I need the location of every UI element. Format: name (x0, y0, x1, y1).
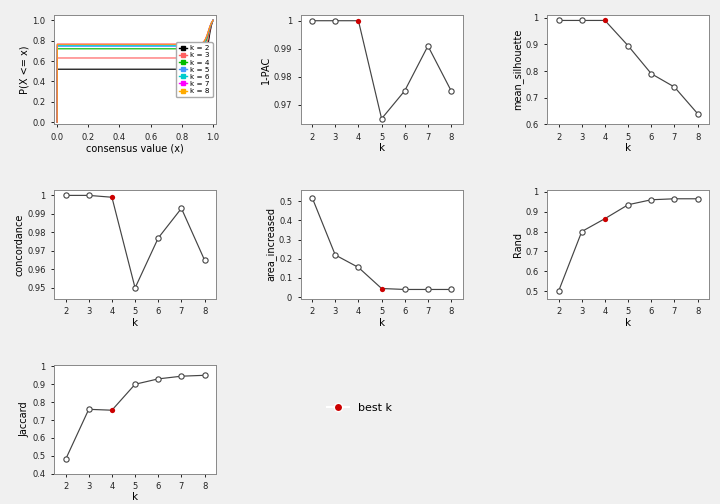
X-axis label: k: k (625, 318, 631, 328)
Legend: best k: best k (323, 399, 396, 418)
Y-axis label: P(X <= x): P(X <= x) (19, 45, 30, 94)
X-axis label: k: k (379, 318, 384, 328)
X-axis label: consensus value (x): consensus value (x) (86, 143, 184, 153)
Y-axis label: 1-PAC: 1-PAC (261, 55, 271, 84)
Y-axis label: Jaccard: Jaccard (19, 401, 30, 437)
X-axis label: k: k (625, 143, 631, 153)
Y-axis label: area_increased: area_increased (265, 208, 276, 281)
X-axis label: k: k (379, 143, 384, 153)
Y-axis label: Rand: Rand (513, 232, 523, 257)
X-axis label: k: k (132, 318, 138, 328)
Y-axis label: concordance: concordance (14, 213, 24, 276)
Legend: k = 2, k = 3, k = 4, k = 5, k = 6, k = 7, k = 8: k = 2, k = 3, k = 4, k = 5, k = 6, k = 7… (176, 42, 212, 97)
Y-axis label: mean_silhouette: mean_silhouette (512, 29, 523, 110)
X-axis label: k: k (132, 492, 138, 502)
